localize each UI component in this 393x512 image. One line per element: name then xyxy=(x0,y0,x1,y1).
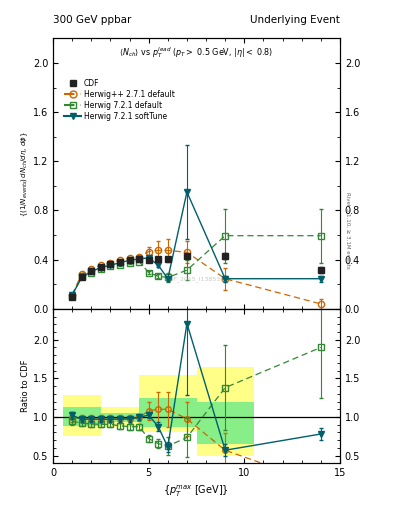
Text: 300 GeV ppbar: 300 GeV ppbar xyxy=(53,14,131,25)
Text: $\langle N_{ch}\rangle$ vs $p_T^{lead}$ ($p_T >$ 0.5 GeV, $|\eta| <$ 0.8): $\langle N_{ch}\rangle$ vs $p_T^{lead}$ … xyxy=(119,45,274,60)
Legend: CDF, Herwig++ 2.7.1 default, Herwig 7.2.1 default, Herwig 7.2.1 softTune: CDF, Herwig++ 2.7.1 default, Herwig 7.2.… xyxy=(62,77,176,122)
Y-axis label: $\{(1/N_{events})\,dN_{ch}/d\eta,\,d\phi\}$: $\{(1/N_{events})\,dN_{ch}/d\eta,\,d\phi… xyxy=(20,131,30,217)
Text: CDF_2015_I1385369: CDF_2015_I1385369 xyxy=(164,276,229,282)
X-axis label: $\{p_T^{max}$ [GeV]$\}$: $\{p_T^{max}$ [GeV]$\}$ xyxy=(163,484,230,499)
Y-axis label: Ratio to CDF: Ratio to CDF xyxy=(21,360,30,412)
Text: Underlying Event: Underlying Event xyxy=(250,14,340,25)
Text: Rivet 3.1.10, ≥ 3.1M events: Rivet 3.1.10, ≥ 3.1M events xyxy=(345,192,350,269)
